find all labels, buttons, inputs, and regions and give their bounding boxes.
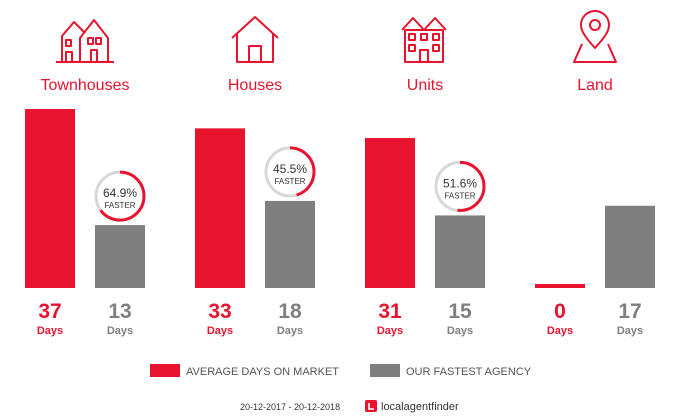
category-label-units: Units (407, 77, 443, 94)
badge-progress-units (434, 160, 486, 212)
unit-units-average: Days (377, 325, 403, 337)
date-range: 20-12-2017 - 20-12-2018 (240, 402, 340, 412)
badge-percent-townhouses: 64.9% (103, 186, 137, 200)
value-townhouses-fastest: 13 (108, 300, 131, 323)
value-houses-fastest: 18 (278, 300, 302, 323)
unit-land-average: Days (547, 325, 573, 337)
bar-units-average (365, 138, 415, 288)
legend-swatch-average (150, 364, 180, 377)
badge-percent-houses: 45.5% (273, 162, 307, 176)
value-townhouses-average: 37 (38, 300, 61, 323)
category-label-land: Land (577, 77, 613, 94)
badge-progress-townhouses (94, 170, 146, 222)
legend-label-fastest: OUR FASTEST AGENCY (406, 366, 532, 378)
badge-progress-houses (264, 146, 316, 198)
unit-townhouses-fastest: Days (107, 325, 133, 337)
bars-layer (25, 109, 655, 288)
house-icon (231, 16, 279, 63)
unit-houses-fastest: Days (277, 325, 303, 337)
value-units-average: 31 (378, 300, 402, 323)
badge-label-units: FASTER (444, 191, 475, 200)
bar-houses-average (195, 128, 245, 288)
brand-logo-icon (365, 400, 377, 412)
legend-swatch-fastest (370, 364, 400, 377)
value-units-fastest: 15 (448, 300, 472, 323)
unit-houses-average: Days (207, 325, 233, 337)
badge-percent-units: 51.6% (443, 176, 477, 190)
value-land-fastest: 17 (618, 300, 641, 323)
brand-logo: localagentfinder (365, 400, 459, 413)
legend-label-average: AVERAGE DAYS ON MARKET (186, 366, 339, 378)
legend: AVERAGE DAYS ON MARKET OUR FASTEST AGENC… (150, 364, 532, 378)
unit-units-fastest: Days (447, 325, 473, 337)
badge-label-houses: FASTER (274, 177, 305, 186)
value-houses-average: 33 (208, 300, 231, 323)
townhouse-icon (56, 19, 114, 63)
unit-land-fastest: Days (617, 325, 643, 337)
category-label-townhouses: Townhouses (41, 77, 130, 94)
bar-townhouses-average (25, 109, 75, 288)
value-labels-layer: 37 Days 13 Days 33 Days 18 Days 31 Days 15 Days 0 Day… (37, 300, 643, 337)
value-land-average: 0 (554, 300, 566, 323)
bar-land-fastest (605, 205, 655, 288)
brand-logo-mark (368, 403, 374, 410)
bar-houses-fastest (265, 200, 315, 288)
category-label-houses: Houses (228, 77, 282, 94)
brand-name: localagentfinder (381, 401, 459, 413)
badge-label-townhouses: FASTER (104, 201, 135, 210)
bar-land-average (535, 284, 585, 288)
bar-townhouses-fastest (95, 225, 145, 288)
land-pin-icon (573, 10, 617, 63)
units-icon (401, 17, 447, 63)
unit-townhouses-average: Days (37, 325, 63, 337)
bar-units-fastest (435, 215, 485, 288)
